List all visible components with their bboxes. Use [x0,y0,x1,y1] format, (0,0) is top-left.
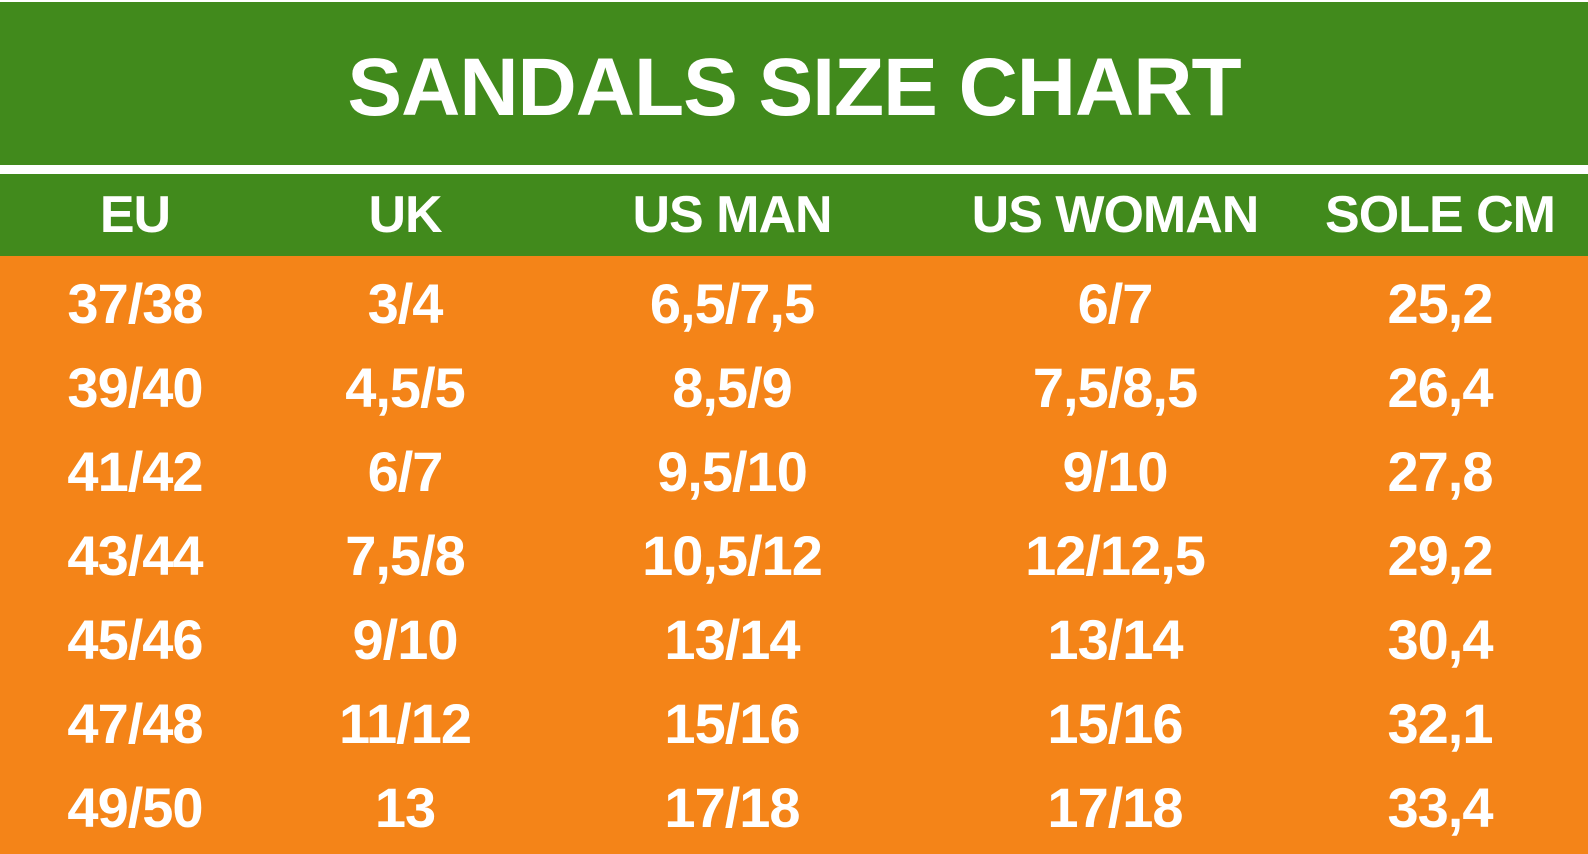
cell-uk: 3/4 [367,272,444,335]
cell-us-man: 17/18 [664,776,800,839]
column-header-uk: UK [368,186,442,244]
column-header-sole-cm: SOLE CM [1325,186,1556,244]
cell-sole-cm: 26,4 [1387,356,1494,419]
cell-uk: 4,5/5 [345,356,466,419]
title-bar: SANDALS SIZE CHART [0,2,1588,165]
cell-uk: 6/7 [367,440,444,503]
cell-uk: 11/12 [338,692,472,755]
table-body: 37/38 3/4 6,5/7,5 6/7 25,2 39/40 4,5/5 8,5/9 7,5… [0,256,1588,854]
cell-us-man: 9,5/10 [657,440,808,503]
chart-title: SANDALS SIZE CHART [347,41,1241,133]
cell-eu: 47/48 [67,692,203,755]
cell-eu: 45/46 [67,608,203,671]
cell-us-man: 15/16 [664,692,800,755]
cell-eu: 37/38 [67,272,203,335]
cell-uk: 9/10 [352,608,459,671]
column-header-row: EU UK US MAN US WOMAN SOLE CM [0,174,1588,256]
column-header-us-woman: US WOMAN [971,186,1260,244]
column-header-eu: EU [99,186,171,244]
cell-sole-cm: 27,8 [1387,440,1494,503]
cell-sole-cm: 25,2 [1387,272,1494,335]
cell-us-woman: 7,5/8,5 [1032,356,1198,419]
cell-us-man: 8,5/9 [672,356,793,419]
cell-sole-cm: 30,4 [1387,608,1494,671]
cell-us-woman: 9/10 [1062,440,1169,503]
cell-us-man: 6,5/7,5 [649,272,815,335]
cell-sole-cm: 29,2 [1387,524,1494,587]
cell-sole-cm: 33,4 [1387,776,1494,839]
cell-uk: 7,5/8 [345,524,466,587]
cell-us-man: 13/14 [664,608,800,671]
cell-us-man: 10,5/12 [642,524,823,587]
cell-us-woman: 15/16 [1047,692,1183,755]
cell-eu: 39/40 [67,356,203,419]
cell-us-woman: 13/14 [1047,608,1183,671]
cell-eu: 49/50 [67,776,203,839]
cell-sole-cm: 32,1 [1387,692,1494,755]
cell-us-woman: 6/7 [1077,272,1154,335]
cell-us-woman: 12/12,5 [1025,524,1206,587]
cell-us-woman: 17/18 [1047,776,1183,839]
cell-eu: 41/42 [67,440,203,503]
cell-eu: 43/44 [67,524,203,587]
cell-uk: 13 [374,776,436,839]
column-header-us-man: US MAN [632,186,832,244]
